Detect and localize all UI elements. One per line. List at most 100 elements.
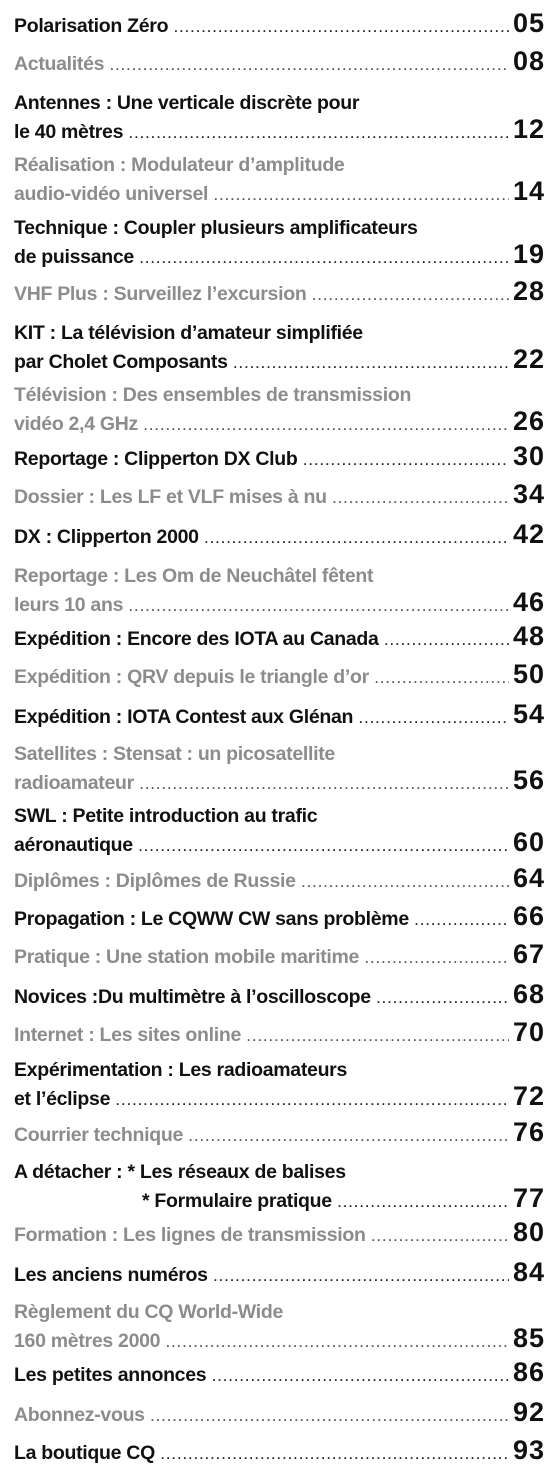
toc-entry-title-line: VHF Plus : Surveillez l’excursion — [14, 283, 307, 305]
dot-leader — [129, 121, 509, 147]
toc-entry-title-line: Diplômes : Diplômes de Russie — [14, 870, 296, 892]
page-number: 86 — [512, 1357, 545, 1387]
page-number: 54 — [512, 699, 545, 729]
toc-entry: Abonnez-vous 92 — [14, 1399, 545, 1430]
toc-entry: Technique : Coupler plusieurs amplificat… — [14, 215, 545, 272]
page-number: 77 — [512, 1183, 545, 1213]
toc-entry: Expédition : Encore des IOTA au Canada 48 — [14, 623, 545, 654]
dot-leader — [338, 1190, 509, 1216]
toc-entry-title-line: KIT : La télévision d’amateur simplifiée — [14, 322, 363, 344]
toc-entry-title-line: aéronautique — [14, 834, 133, 856]
toc-entry-title-line: et l’éclipse — [14, 1088, 111, 1110]
toc-entry-row: audio-vidéo universel 14 — [14, 178, 545, 209]
dot-leader — [205, 526, 509, 552]
toc-entry-title-line: Expédition : IOTA Contest aux Glénan — [14, 706, 354, 728]
toc-entry-row: Pratique : Une station mobile maritime 67 — [14, 941, 545, 972]
toc-entry-title-line: vidéo 2,4 GHz — [14, 413, 138, 435]
toc-entry: Formation : Les lignes de transmission 80 — [14, 1219, 545, 1250]
toc-entry: La boutique CQ 93 — [14, 1437, 545, 1468]
page-number: 67 — [512, 939, 545, 969]
toc-entry-row: Polarisation Zéro 05 — [14, 10, 545, 41]
toc-entry: KIT : La télévision d’amateur simplifiée… — [14, 320, 545, 377]
toc-entry-title-line: Courrier technique — [14, 1124, 184, 1146]
toc-entry-title-line: Reportage : Clipperton DX Club — [14, 448, 298, 470]
toc-entry-row: vidéo 2,4 GHz 26 — [14, 408, 545, 439]
page-number: 30 — [512, 441, 545, 471]
toc-entry-title-line: DX : Clipperton 2000 — [14, 526, 199, 548]
toc-entry-title-line: leurs 10 ans — [14, 594, 124, 616]
dot-leader — [234, 351, 509, 377]
toc-entry: Actualités 08 — [14, 48, 545, 79]
toc-entry-title-line: Les petites annonces — [14, 1364, 207, 1386]
toc-entry-title-line: * Formulaire pratique — [142, 1190, 332, 1212]
toc-entry-title-line: Internet : Les sites online — [14, 1024, 242, 1046]
page-number: 60 — [512, 827, 545, 857]
toc-entry-row: Propagation : Le CQWW CW sans problème 66 — [14, 903, 545, 934]
toc-entry-title-line: Formation : Les lignes de transmission — [14, 1224, 366, 1246]
toc-entry-title-line: Réalisation : Modulateur d’amplitude — [14, 154, 345, 176]
dot-leader — [214, 1264, 509, 1290]
toc-entry-title-line: SWL : Petite introduction au trafic — [14, 805, 318, 827]
dot-leader — [129, 594, 509, 620]
dot-leader — [140, 246, 509, 272]
dot-leader — [140, 772, 509, 798]
toc-entry-title-line: radioamateur — [14, 772, 134, 794]
toc-entry-title-line: Satellites : Stensat : un picosatellite — [14, 743, 335, 765]
toc-entry: Courrier technique 76 — [14, 1119, 545, 1150]
toc-entry: Expédition : IOTA Contest aux Glénan 54 — [14, 701, 545, 732]
toc-entry-title-line: Reportage : Les Om de Neuchâtel fêtent — [14, 565, 374, 587]
toc-entry-row: La boutique CQ 93 — [14, 1437, 545, 1468]
toc-entry: Règlement du CQ World-Wide 160 mètres 200… — [14, 1299, 545, 1356]
toc-entry-row: Formation : Les lignes de transmission 80 — [14, 1219, 545, 1250]
page-number: 48 — [512, 621, 545, 651]
toc-entry-row: Actualités 08 — [14, 48, 545, 79]
toc-entry-title-line: Les anciens numéros — [14, 1264, 208, 1286]
toc-entry-title-line: Dossier : Les LF et VLF mises à nu — [14, 486, 327, 508]
toc-entry: Novices :Du multimètre à l’oscilloscope 6… — [14, 981, 545, 1012]
page-number: 68 — [512, 979, 545, 1009]
toc-entry-row: Diplômes : Diplômes de Russie 64 — [14, 865, 545, 896]
page-number: 42 — [512, 519, 545, 549]
dot-leader — [365, 946, 509, 972]
dot-leader — [312, 283, 509, 309]
toc-entry: Réalisation : Modulateur d’amplitude audi… — [14, 152, 545, 209]
toc-entry-row: leurs 10 ans 46 — [14, 589, 545, 620]
toc-entry-title-line: Expédition : QRV depuis le triangle d’or — [14, 666, 369, 688]
toc-entry-title-line: La boutique CQ — [14, 1442, 155, 1464]
dot-leader — [151, 1404, 509, 1430]
toc-entry: A détacher : * Les réseaux de balises * F… — [14, 1159, 545, 1216]
toc-entry-row: par Cholet Composants 22 — [14, 346, 545, 377]
toc-entry-title-line: Propagation : Le CQWW CW sans problème — [14, 908, 409, 930]
toc-entry: Pratique : Une station mobile maritime 67 — [14, 941, 545, 972]
toc-entry-title-line: Novices :Du multimètre à l’oscilloscope — [14, 986, 371, 1008]
toc-entry: Propagation : Le CQWW CW sans problème 66 — [14, 903, 545, 934]
toc-entry: Expérimentation : Les radioamateurs et l’… — [14, 1057, 545, 1114]
dot-leader — [144, 413, 509, 439]
toc-entry: Les anciens numéros 84 — [14, 1259, 545, 1290]
toc-entry-title-line: Antennes : Une verticale discrète pour — [14, 92, 360, 114]
toc-entry-title-line: Actualités — [14, 53, 105, 75]
toc-entry: VHF Plus : Surveillez l’excursion 28 — [14, 278, 545, 309]
dot-leader — [212, 1364, 509, 1390]
dot-leader — [139, 834, 509, 860]
page-number: 80 — [512, 1217, 545, 1247]
page-number: 92 — [512, 1397, 545, 1427]
page-number: 93 — [512, 1435, 545, 1465]
toc-entry: Expédition : QRV depuis le triangle d’or… — [14, 661, 545, 692]
toc-entry-row: Dossier : Les LF et VLF mises à nu 34 — [14, 481, 545, 512]
toc-entry-row: radioamateur 56 — [14, 767, 545, 798]
toc-entry-title-line: Pratique : Une station mobile maritime — [14, 946, 360, 968]
toc-entry-row: DX : Clipperton 2000 42 — [14, 521, 545, 552]
toc-entry-title-line: Expérimentation : Les radioamateurs — [14, 1059, 348, 1081]
toc-entry-title-line: Abonnez-vous — [14, 1404, 145, 1426]
page-number: 72 — [512, 1081, 545, 1111]
dot-leader — [377, 986, 509, 1012]
toc-entry-row: Expédition : Encore des IOTA au Canada 48 — [14, 623, 545, 654]
toc-entry-title-line: de puissance — [14, 246, 134, 268]
toc-entry-row: Reportage : Clipperton DX Club 30 — [14, 443, 545, 474]
dot-leader — [304, 448, 509, 474]
page-number: 76 — [512, 1117, 545, 1147]
toc-entry-row: le 40 mètres 12 — [14, 116, 545, 147]
page-number: 84 — [512, 1257, 545, 1287]
page-number: 70 — [512, 1017, 545, 1047]
